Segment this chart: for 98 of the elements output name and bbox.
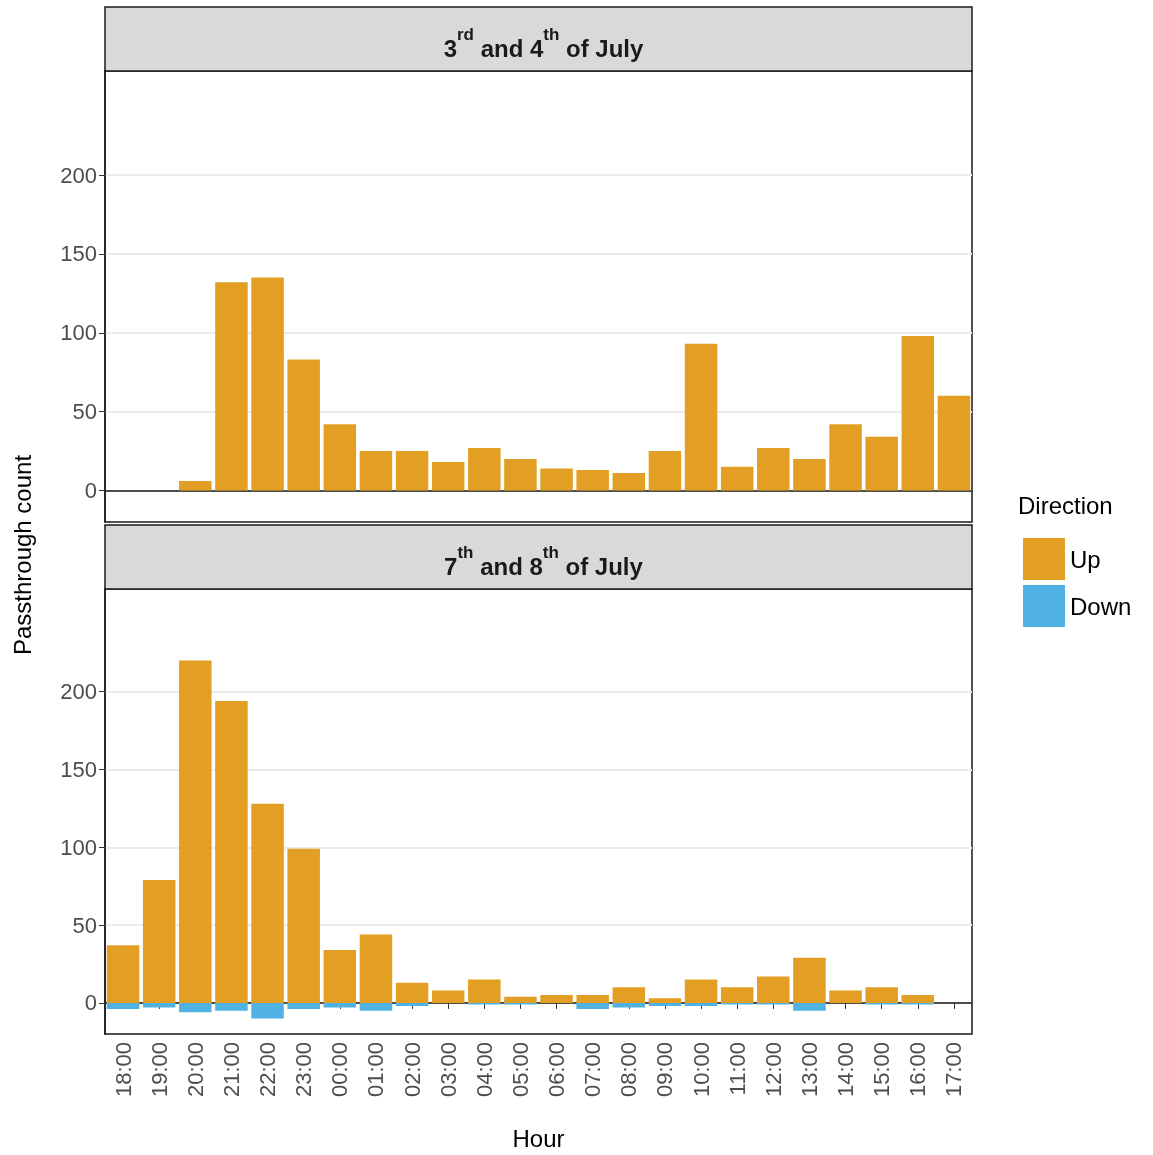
x-axis-title: Hour	[512, 1124, 565, 1152]
bar	[720, 466, 754, 491]
bar	[504, 996, 537, 1003]
bar	[468, 979, 501, 1003]
x-tick-label: 06:00	[544, 1042, 570, 1098]
bar	[793, 957, 826, 1003]
bar	[540, 995, 573, 1003]
bar	[323, 1002, 357, 1008]
bar	[251, 277, 284, 491]
bar	[142, 879, 176, 1003]
x-tick-label: 18:00	[110, 1042, 136, 1098]
bar	[865, 436, 898, 491]
bar	[287, 848, 320, 1003]
x-tick-label: 11:00	[724, 1042, 750, 1096]
y-tick-label: 0	[84, 990, 97, 1016]
bar	[395, 1002, 429, 1006]
bar	[901, 995, 935, 1003]
bar	[179, 481, 212, 491]
x-tick-label: 23:00	[291, 1042, 317, 1098]
x-tick-label: 12:00	[760, 1042, 786, 1098]
x-tick-label: 22:00	[255, 1042, 281, 1098]
bar	[612, 987, 646, 1003]
x-tick-label: 21:00	[218, 1042, 244, 1098]
x-tick-label: 09:00	[652, 1042, 678, 1098]
bar	[215, 1002, 248, 1011]
bar	[431, 990, 465, 1003]
bar	[648, 998, 682, 1003]
x-tick-label: 15:00	[869, 1042, 895, 1098]
bar	[612, 473, 646, 491]
y-tick-label: 50	[72, 912, 97, 938]
bar	[684, 343, 718, 491]
x-tick-label: 04:00	[471, 1042, 497, 1098]
bar	[359, 1002, 393, 1011]
bar	[395, 982, 429, 1003]
x-tick-label: 01:00	[363, 1042, 389, 1098]
bar	[648, 451, 682, 491]
bar	[793, 1002, 826, 1011]
bar	[504, 458, 537, 491]
bar	[395, 451, 429, 491]
bar	[576, 1002, 609, 1010]
legend-label: Up	[1070, 545, 1101, 573]
legend-label: Down	[1070, 592, 1132, 620]
bar	[215, 282, 248, 491]
x-tick-label: 19:00	[146, 1042, 172, 1098]
bar	[757, 976, 790, 1003]
bar	[251, 803, 284, 1003]
bar	[106, 1002, 140, 1010]
bar	[757, 447, 790, 491]
x-tick-label: 10:00	[688, 1042, 714, 1098]
y-tick-label: 0	[84, 477, 97, 503]
bar	[829, 990, 862, 1003]
x-tick-label: 05:00	[507, 1042, 533, 1098]
y-tick-label: 200	[60, 162, 97, 188]
bar	[684, 979, 718, 1003]
bar	[612, 1002, 646, 1008]
bar	[215, 701, 248, 1003]
y-axis-title: Passthrough count	[8, 454, 36, 656]
legend-title: Direction	[1018, 491, 1113, 519]
y-tick-label: 200	[60, 679, 97, 705]
bar	[287, 359, 320, 491]
bar	[323, 949, 357, 1003]
bar	[793, 458, 826, 491]
x-tick-label: 02:00	[399, 1042, 425, 1098]
bar	[865, 987, 898, 1003]
bar	[142, 1002, 176, 1008]
bar	[323, 424, 357, 491]
x-tick-label: 16:00	[905, 1042, 931, 1098]
y-tick-label: 150	[60, 756, 97, 782]
bar	[901, 335, 935, 491]
x-tick-label: 17:00	[941, 1042, 967, 1098]
bar	[179, 660, 212, 1003]
x-tick-label: 00:00	[327, 1042, 353, 1098]
x-tick-label: 13:00	[796, 1042, 822, 1098]
x-tick-label: 14:00	[833, 1042, 859, 1098]
bar	[576, 469, 609, 491]
bar	[179, 1002, 212, 1013]
y-tick-label: 150	[60, 241, 97, 267]
bar	[540, 468, 573, 491]
bar	[431, 462, 465, 491]
x-tick-label: 03:00	[435, 1042, 461, 1098]
bar	[251, 1002, 284, 1019]
bar	[287, 1002, 320, 1010]
x-tick-label: 07:00	[580, 1042, 606, 1098]
y-tick-label: 50	[72, 399, 97, 425]
bar	[648, 1002, 682, 1006]
bar	[684, 1002, 718, 1006]
bar	[937, 395, 971, 491]
bar	[720, 987, 754, 1003]
y-tick-label: 100	[60, 834, 97, 860]
bar	[106, 945, 140, 1003]
bar	[359, 934, 393, 1003]
bar	[468, 447, 501, 491]
x-tick-label: 08:00	[616, 1042, 642, 1098]
bar	[359, 451, 393, 491]
y-tick-label: 100	[60, 320, 97, 346]
x-tick-label: 20:00	[182, 1042, 208, 1098]
bar	[576, 995, 609, 1003]
bar	[829, 424, 862, 491]
